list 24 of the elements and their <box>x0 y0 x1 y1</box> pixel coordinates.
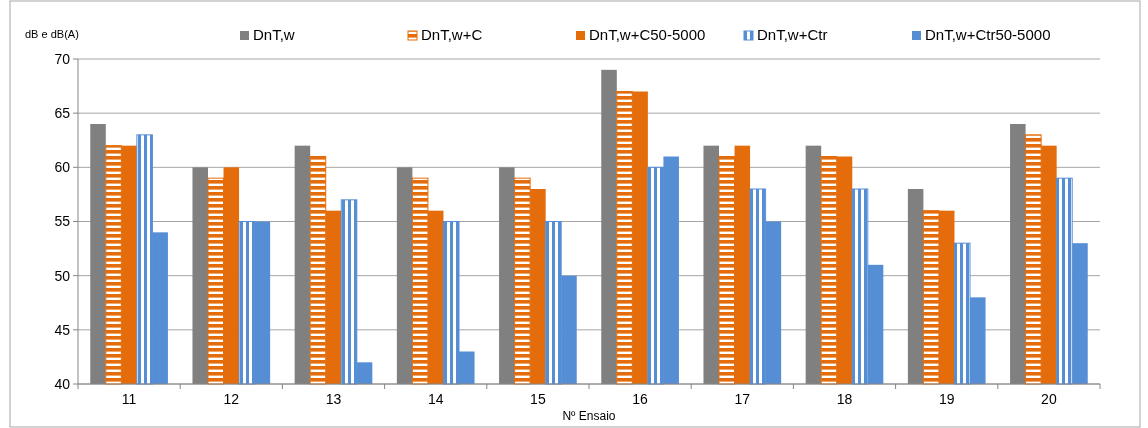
x-tick-label: 12 <box>223 391 240 407</box>
x-tick-label: 17 <box>734 391 751 407</box>
y-tick-label: 45 <box>54 321 71 338</box>
x-tick-label: 11 <box>121 391 137 407</box>
legend-label: DnT,w+C <box>421 26 483 43</box>
y-tick-label: 55 <box>54 213 71 230</box>
legend-label: DnT,w+C50-5000 <box>589 26 706 43</box>
x-tick-label: 16 <box>632 391 649 407</box>
x-axis-title: Nº Ensaio <box>562 409 616 423</box>
y-tick-label: 70 <box>54 50 71 67</box>
y-tick-label: 40 <box>54 375 71 392</box>
y-tick-label: 50 <box>54 267 71 284</box>
y-axis-title: dB e dB(A) <box>25 28 79 40</box>
y-tick-label: 60 <box>54 159 71 176</box>
y-tick-label: 65 <box>54 105 71 122</box>
x-tick-label: 15 <box>530 391 546 407</box>
x-tick-label: 13 <box>325 391 342 407</box>
legend-label: DnT,w+Ctr50-5000 <box>925 26 1051 43</box>
legend-label: DnT,w+Ctr <box>757 26 828 43</box>
x-tick-label: 20 <box>1041 391 1057 407</box>
x-tick-label: 19 <box>938 391 955 407</box>
x-tick-label: 14 <box>427 391 444 407</box>
legend-label: DnT,w <box>253 26 295 43</box>
x-tick-label: 18 <box>836 391 853 407</box>
